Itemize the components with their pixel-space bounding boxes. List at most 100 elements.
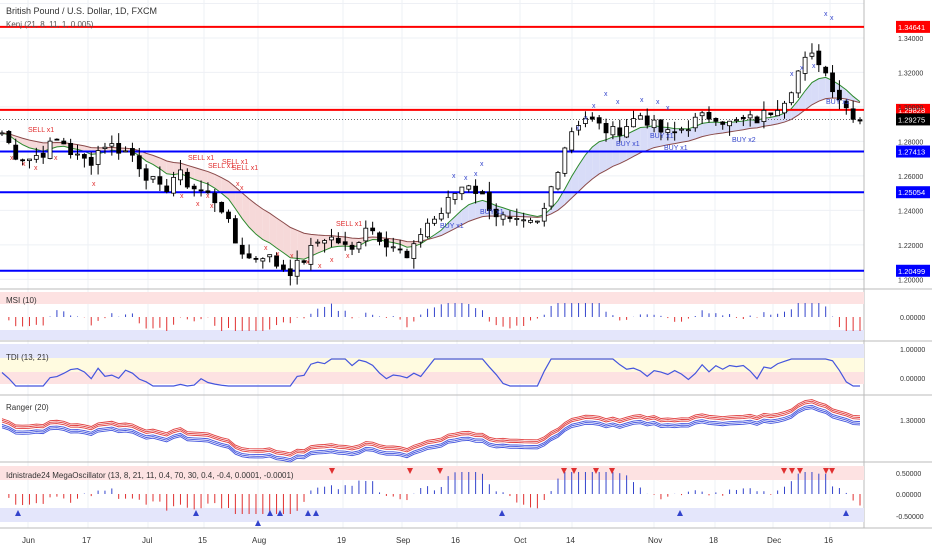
ribbon-segment — [715, 122, 723, 134]
ribbon-segment — [166, 161, 174, 175]
ranger-band-line — [1, 400, 861, 456]
price-tick: 1.34000 — [898, 36, 923, 43]
ribbon-segment — [770, 115, 778, 126]
mega-oscillator — [8, 468, 861, 526]
sell-cross: x — [306, 259, 310, 266]
sell-cross: x — [22, 161, 26, 168]
candle-body — [219, 201, 225, 213]
ribbon-segment — [606, 136, 613, 171]
candle-body — [6, 131, 12, 143]
ribbon-segment — [811, 78, 819, 105]
candle-body — [562, 147, 568, 174]
ribbon-segment — [249, 198, 256, 235]
sell-cross: x — [54, 155, 58, 162]
pane-backgrounds — [0, 0, 932, 529]
candle-body — [775, 109, 781, 117]
candle-body — [150, 176, 156, 180]
ribbon-segment — [585, 147, 593, 185]
ranger-bands — [1, 399, 861, 463]
candle-body — [88, 156, 94, 166]
ranger-band-line — [1, 406, 861, 461]
ribbon-segment — [317, 235, 325, 254]
ribbon-segment — [214, 174, 222, 194]
candle-body — [33, 155, 39, 160]
mega-sell-arrow — [437, 468, 443, 474]
candle-body — [75, 153, 80, 156]
candle-body — [816, 50, 822, 66]
ribbon-segment — [228, 181, 236, 209]
ribbon-segment — [599, 139, 607, 174]
sell-cross: x — [276, 251, 280, 258]
candle-body — [823, 66, 829, 74]
candle-body — [370, 227, 376, 232]
candle-body — [843, 100, 849, 109]
ribbon-segment — [276, 217, 284, 253]
msi-upper-band — [0, 292, 864, 304]
level-tag — [896, 145, 930, 158]
candle-body — [130, 148, 135, 156]
mega-sell-arrow — [561, 468, 567, 474]
candle-body — [541, 207, 547, 222]
current-price-text: 1.29275 — [898, 115, 925, 124]
sell-cross: x — [210, 203, 214, 210]
ribbon-segment — [255, 204, 263, 240]
candle-body — [54, 138, 60, 141]
current-price-tag — [896, 113, 930, 126]
time-tick: 16 — [824, 536, 833, 545]
candle-body — [445, 196, 451, 214]
candle-body — [480, 191, 485, 195]
candle-body — [747, 114, 753, 119]
ribbon-segment — [36, 141, 44, 152]
ribbon-segment — [207, 171, 215, 189]
buy-cross: x — [640, 97, 644, 104]
candle-body — [493, 208, 499, 218]
candle-body — [473, 185, 479, 194]
buy-cross: x — [464, 175, 468, 182]
candle-body — [294, 259, 300, 277]
tdi-axis-tick: 1.00000 — [900, 347, 925, 354]
tdi-pane-title: TDI (13, 21) — [6, 353, 49, 362]
ranger-band-line — [1, 399, 861, 454]
candle-body — [459, 186, 465, 195]
time-tick: 15 — [198, 536, 207, 545]
ribbon-segment — [455, 209, 462, 229]
buy-signal-label: BUY x1 — [650, 133, 674, 140]
tdi-axis-tick: 0.00000 — [900, 376, 925, 383]
level-tag-text: 1.27413 — [898, 148, 925, 157]
candle-body — [651, 119, 657, 129]
candle-body — [411, 243, 417, 259]
candle-body — [27, 158, 32, 162]
ranger-band-line — [1, 408, 861, 463]
candle-body — [699, 112, 705, 117]
ribbon-segment — [578, 154, 586, 192]
candle-body — [0, 132, 5, 135]
ribbon-segment — [674, 128, 682, 144]
candle-body — [713, 117, 719, 122]
time-tick: 17 — [82, 536, 91, 545]
sell-cross: x — [330, 257, 334, 264]
ribbon-segment — [297, 230, 305, 260]
ribbon-segment — [571, 165, 579, 199]
buy-cross: x — [592, 103, 596, 110]
price-tick: 1.20000 — [898, 277, 923, 284]
candle-body — [116, 142, 122, 154]
msi-histogram — [8, 303, 861, 331]
candle-body — [438, 213, 444, 220]
candle-body — [548, 186, 554, 207]
tdi-lower-band — [0, 372, 864, 384]
msi-axis-tick: 0.00000 — [900, 315, 925, 322]
buy-signal-label: BUY x1 — [616, 141, 640, 148]
buy-signal-label: BUY x1 — [664, 145, 688, 152]
candle-body — [404, 250, 410, 259]
candle-body — [589, 116, 595, 120]
buy-cross: x — [830, 15, 834, 22]
ribbon-segment — [516, 211, 524, 217]
ribbon-segment — [448, 216, 456, 233]
sell-signal-label: SELL x1 — [336, 221, 362, 228]
candle-body — [500, 214, 506, 220]
candle-body — [576, 125, 581, 131]
mega-sell-arrow — [781, 468, 787, 474]
candle-body — [239, 244, 245, 255]
indicator-label: Kenj (21, 8, 11, 1, 0.005) — [6, 20, 94, 29]
